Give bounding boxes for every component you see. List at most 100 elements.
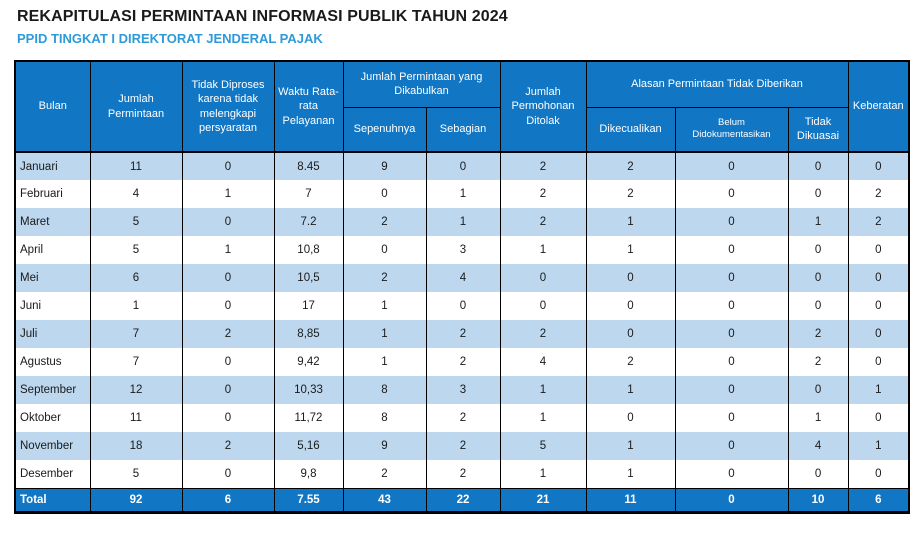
value-cell: 0 xyxy=(499,264,587,292)
value-cell: 9,8 xyxy=(273,460,344,488)
value-cell: 1 xyxy=(425,208,501,236)
value-cell: 0 xyxy=(787,180,849,208)
total-cell: 6 xyxy=(847,487,910,513)
table-row: Maret 5 0 7.2 2 1 2 1 0 1 2 xyxy=(14,208,910,236)
header-waktu-rata: Waktu Rata-rata Pelayanan xyxy=(273,60,344,153)
value-cell: 1 xyxy=(787,404,849,432)
value-cell: 2 xyxy=(585,348,676,376)
value-cell: 0 xyxy=(847,236,910,264)
value-cell: 0 xyxy=(674,320,789,348)
total-cell: 10 xyxy=(787,487,849,513)
value-cell: 3 xyxy=(425,236,501,264)
value-cell: 0 xyxy=(585,404,676,432)
month-cell: Oktober xyxy=(14,404,91,432)
header-bulan: Bulan xyxy=(14,60,91,153)
table-row: Juni 1 0 17 1 0 0 0 0 0 0 xyxy=(14,292,910,320)
header-jumlah-permintaan: Jumlah Permintaan xyxy=(89,60,183,153)
value-cell: 0 xyxy=(787,292,849,320)
month-cell: April xyxy=(14,236,91,264)
value-cell: 0 xyxy=(342,180,427,208)
table-row: April 5 1 10,8 0 3 1 1 0 0 0 xyxy=(14,236,910,264)
value-cell: 0 xyxy=(787,152,849,180)
page-title: REKAPITULASI PERMINTAAN INFORMASI PUBLIK… xyxy=(17,8,508,25)
total-cell: 21 xyxy=(499,487,587,513)
month-cell: Maret xyxy=(14,208,91,236)
month-cell: Januari xyxy=(14,152,91,180)
value-cell: 2 xyxy=(425,320,501,348)
value-cell: 2 xyxy=(425,460,501,488)
value-cell: 0 xyxy=(425,292,501,320)
value-cell: 0 xyxy=(674,376,789,404)
value-cell: 2 xyxy=(181,432,275,460)
table-row: Februari 4 1 7 0 1 2 2 0 0 2 xyxy=(14,180,910,208)
value-cell: 0 xyxy=(847,264,910,292)
value-cell: 1 xyxy=(499,404,587,432)
value-cell: 2 xyxy=(585,180,676,208)
value-cell: 10,33 xyxy=(273,376,344,404)
header-sebagian: Sebagian xyxy=(425,106,501,153)
value-cell: 0 xyxy=(674,404,789,432)
value-cell: 3 xyxy=(425,376,501,404)
value-cell: 0 xyxy=(181,264,275,292)
value-cell: 0 xyxy=(787,264,849,292)
value-cell: 5 xyxy=(499,432,587,460)
value-cell: 0 xyxy=(674,208,789,236)
value-cell: 0 xyxy=(181,208,275,236)
month-cell: Juli xyxy=(14,320,91,348)
value-cell: 2 xyxy=(787,348,849,376)
value-cell: 0 xyxy=(674,152,789,180)
value-cell: 2 xyxy=(787,320,849,348)
value-cell: 5 xyxy=(89,460,183,488)
month-cell: Desember xyxy=(14,460,91,488)
value-cell: 8.45 xyxy=(273,152,344,180)
value-cell: 1 xyxy=(181,180,275,208)
recap-table: Bulan Jumlah Permintaan Tidak Diproses k… xyxy=(14,60,911,514)
month-cell: Agustus xyxy=(14,348,91,376)
header-dikecualikan: Dikecualikan xyxy=(585,106,676,153)
total-cell: 92 xyxy=(89,487,183,513)
value-cell: 18 xyxy=(89,432,183,460)
table-row: Mei 6 0 10,5 2 4 0 0 0 0 0 xyxy=(14,264,910,292)
value-cell: 0 xyxy=(847,348,910,376)
header-tidak-dikuasai: Tidak Dikuasai xyxy=(787,106,849,153)
value-cell: 2 xyxy=(342,460,427,488)
value-cell: 10,5 xyxy=(273,264,344,292)
total-cell: 0 xyxy=(674,487,789,513)
total-cell: 11 xyxy=(585,487,676,513)
value-cell: 9 xyxy=(342,152,427,180)
value-cell: 1 xyxy=(847,432,910,460)
value-cell: 0 xyxy=(674,460,789,488)
table-footer: Total 92 6 7.55 43 22 21 11 0 10 6 xyxy=(14,487,910,513)
value-cell: 0 xyxy=(585,264,676,292)
table-row: Desember 5 0 9,8 2 2 1 1 0 0 0 xyxy=(14,460,910,488)
total-cell: 6 xyxy=(181,487,275,513)
value-cell: 1 xyxy=(342,320,427,348)
table-row: November 18 2 5,16 9 2 5 1 0 4 1 xyxy=(14,432,910,460)
value-cell: 2 xyxy=(499,180,587,208)
value-cell: 0 xyxy=(847,292,910,320)
value-cell: 7 xyxy=(89,320,183,348)
value-cell: 1 xyxy=(89,292,183,320)
header-tidak-diproses: Tidak Diproses karena tidak melengkapi p… xyxy=(181,60,275,153)
value-cell: 9,42 xyxy=(273,348,344,376)
value-cell: 9 xyxy=(342,432,427,460)
value-cell: 0 xyxy=(181,292,275,320)
header-dikabulkan-group: Jumlah Permintaan yang Dikabulkan xyxy=(342,60,501,108)
month-cell: Februari xyxy=(14,180,91,208)
value-cell: 7 xyxy=(89,348,183,376)
table-body: Januari 11 0 8.45 9 0 2 2 0 0 0 Februari 4 1 7 0 1 2 2 0 0 2 M… xyxy=(14,152,910,488)
table-row: Agustus 7 0 9,42 1 2 4 2 0 2 0 xyxy=(14,348,910,376)
value-cell: 8 xyxy=(342,376,427,404)
month-cell: Juni xyxy=(14,292,91,320)
value-cell: 1 xyxy=(499,376,587,404)
total-cell: 22 xyxy=(425,487,501,513)
value-cell: 0 xyxy=(181,152,275,180)
value-cell: 1 xyxy=(499,460,587,488)
value-cell: 5 xyxy=(89,236,183,264)
value-cell: 0 xyxy=(181,460,275,488)
value-cell: 5,16 xyxy=(273,432,344,460)
value-cell: 0 xyxy=(847,460,910,488)
value-cell: 2 xyxy=(847,208,910,236)
value-cell: 7.2 xyxy=(273,208,344,236)
header-sepenuhnya: Sepenuhnya xyxy=(342,106,427,153)
